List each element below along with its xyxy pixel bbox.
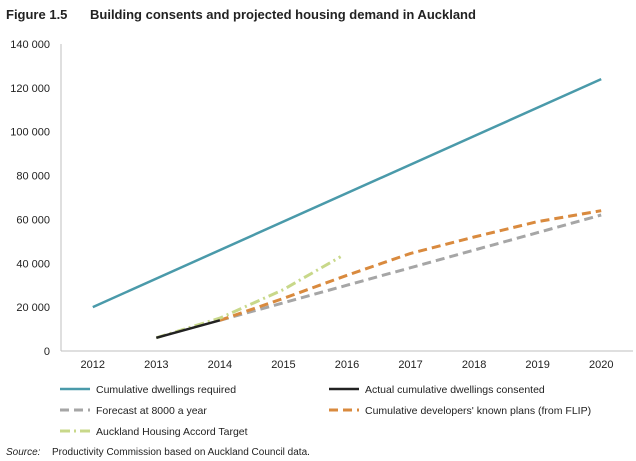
- y-tick-label: 80 000: [16, 171, 50, 183]
- y-tick-label: 140 000: [10, 39, 50, 51]
- figure-number: Figure 1.5: [6, 7, 68, 22]
- x-tick-label: 2013: [144, 359, 168, 371]
- x-tick-label: 2015: [271, 359, 295, 371]
- legend-label-forecast-at-8000-a-year: Forecast at 8000 a year: [96, 405, 207, 417]
- legend-label-cumulative-dwellings-required: Cumulative dwellings required: [96, 384, 236, 396]
- source-text: Productivity Commission based on Aucklan…: [52, 447, 310, 458]
- x-tick-label: 2020: [589, 359, 613, 371]
- source-label: Source:: [6, 447, 41, 458]
- series-line-auckland-housing-accord-target: [155, 255, 342, 340]
- chart-axes: [60, 44, 633, 352]
- figure-title: Figure 1.5 Building consents and projecte…: [6, 7, 476, 22]
- x-axis-ticks: 2012 2013 2014 2015 2016 2017 2018 2019 2020: [81, 359, 614, 371]
- x-tick-label: 2017: [398, 359, 422, 371]
- x-tick-label: 2019: [525, 359, 549, 371]
- series-line-cumulative-dwellings-required: [92, 77, 602, 309]
- x-tick-label: 2012: [81, 359, 105, 371]
- x-tick-label: 2016: [335, 359, 359, 371]
- y-tick-label: 0: [44, 346, 50, 358]
- legend-label-auckland-housing-accord-target: Auckland Housing Accord Target: [96, 426, 248, 438]
- source-note: Source: Productivity Commission based on …: [6, 447, 310, 458]
- chart-legend: Cumulative dwellings required Actual cumu…: [60, 384, 591, 438]
- x-tick-label: 2014: [208, 359, 232, 371]
- figure-title-text: Building consents and projected housing …: [90, 7, 476, 22]
- series-line-forecast-at-8000-a-year: [219, 213, 602, 322]
- y-tick-label: 100 000: [10, 127, 50, 139]
- x-tick-label: 2018: [462, 359, 486, 371]
- line-chart: 0 20 000 40 000 60 000 80 000 100 000 120 000 1…: [10, 39, 633, 438]
- legend-label-cumulative-developers-known-plans-from-flip: Cumulative developers' known plans (from…: [365, 405, 591, 417]
- y-axis-ticks: 0 20 000 40 000 60 000 80 000 100 000 120 000 1…: [10, 39, 50, 358]
- legend-label-actual-cumulative-dwellings-consented: Actual cumulative dwellings consented: [365, 384, 545, 396]
- y-tick-label: 60 000: [16, 214, 50, 226]
- series-line-cumulative-developers-known-plans-from-flip: [219, 209, 602, 322]
- series-line-actual-cumulative-dwellings-consented: [155, 319, 221, 340]
- y-tick-label: 20 000: [16, 302, 50, 314]
- y-tick-label: 40 000: [16, 258, 50, 270]
- chart-series: [92, 77, 602, 340]
- y-tick-label: 120 000: [10, 83, 50, 95]
